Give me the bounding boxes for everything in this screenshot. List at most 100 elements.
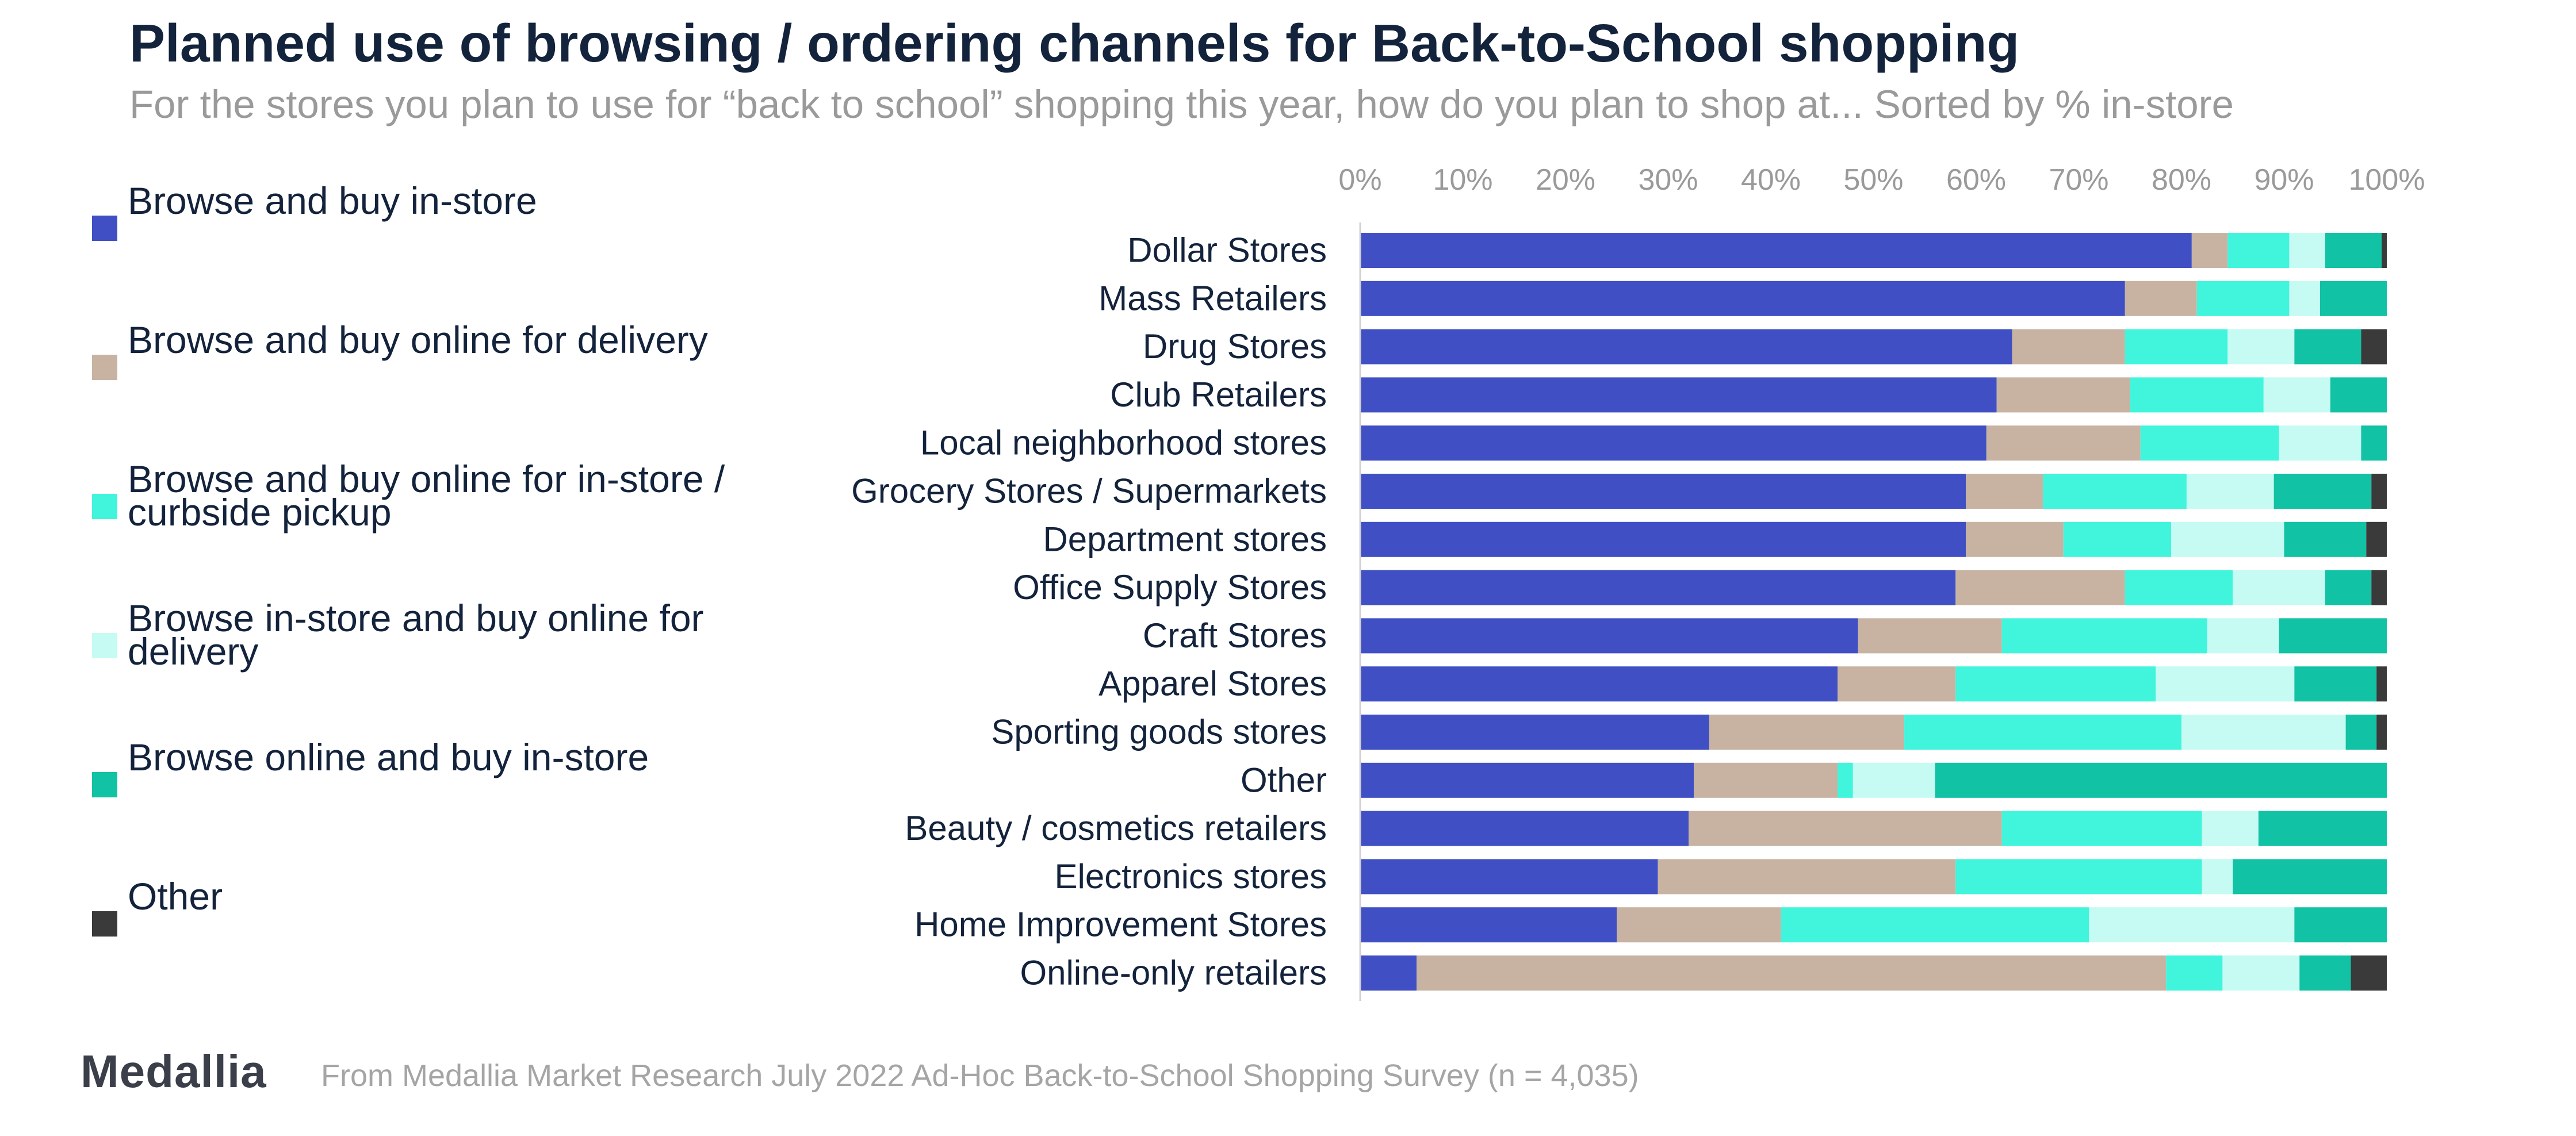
category-label: Apparel Stores bbox=[1098, 665, 1327, 703]
legend-swatch bbox=[92, 772, 117, 797]
bar-segment bbox=[2289, 281, 2320, 316]
legend-swatch bbox=[92, 911, 117, 937]
bar-segment bbox=[1360, 377, 1997, 413]
bar-segment bbox=[2012, 329, 2125, 364]
legend-label: Other bbox=[128, 875, 223, 918]
bar-segment bbox=[1360, 425, 1986, 461]
bar-segment bbox=[2125, 570, 2233, 605]
bar-segment bbox=[2294, 907, 2387, 943]
bar-segment bbox=[2284, 521, 2367, 557]
bar-segment bbox=[1904, 715, 2181, 750]
bar-segment bbox=[1658, 859, 1956, 895]
bar-segment bbox=[2202, 859, 2233, 895]
bar-segment bbox=[1966, 474, 2043, 509]
bar-segment bbox=[2202, 811, 2259, 846]
bar-segment bbox=[1360, 521, 1966, 557]
bar-segment bbox=[2222, 955, 2300, 991]
bar-segment bbox=[1360, 474, 1966, 509]
x-tick-label: 0% bbox=[1338, 163, 1381, 197]
bar-segment bbox=[2345, 715, 2377, 750]
bar-segment bbox=[2125, 281, 2197, 316]
bar-segment bbox=[2233, 859, 2387, 895]
bar-segment bbox=[1852, 762, 1935, 798]
bar-segment bbox=[1360, 859, 1658, 895]
chart-subtitle: For the stores you plan to use for “back… bbox=[129, 82, 2234, 126]
bar-segment bbox=[1858, 618, 2002, 654]
bar-segment bbox=[1360, 281, 2125, 316]
source-note: From Medallia Market Research July 2022 … bbox=[321, 1058, 1639, 1093]
bar-segment bbox=[1955, 666, 2156, 702]
bar-segment bbox=[1360, 715, 1709, 750]
bar-segment bbox=[2233, 570, 2325, 605]
bar-segment bbox=[2371, 474, 2387, 509]
bar-segment bbox=[2196, 281, 2290, 316]
bar-segment bbox=[2376, 715, 2387, 750]
medallia-logo: Medallia bbox=[81, 1046, 267, 1097]
category-label: Electronics stores bbox=[1055, 857, 1327, 896]
bar-segment bbox=[2279, 618, 2387, 654]
bar-segment bbox=[1360, 955, 1417, 991]
bar-segment bbox=[2299, 955, 2351, 991]
x-tick-label: 60% bbox=[1946, 163, 2006, 197]
bar-segment bbox=[2294, 329, 2361, 364]
bar-segment bbox=[2125, 329, 2228, 364]
category-label: Local neighborhood stores bbox=[920, 424, 1327, 462]
bar-segment bbox=[2043, 474, 2187, 509]
bar-segment bbox=[1986, 425, 2141, 461]
legend-swatch bbox=[92, 494, 117, 519]
bar-segment bbox=[1360, 329, 2012, 364]
bar-segment bbox=[2263, 377, 2330, 413]
category-label: Other bbox=[1241, 761, 1327, 799]
bar-segment bbox=[1694, 762, 1838, 798]
bar-segment bbox=[1689, 811, 2002, 846]
category-label: Online-only retailers bbox=[1020, 954, 1327, 992]
bar-segment bbox=[1935, 762, 2387, 798]
bar-segment bbox=[2325, 570, 2372, 605]
bar-segment bbox=[2319, 281, 2387, 316]
bar-segment bbox=[2001, 618, 2207, 654]
x-tick-label: 20% bbox=[1536, 163, 1595, 197]
bar-segment bbox=[2140, 425, 2279, 461]
bar-segment bbox=[2001, 811, 2202, 846]
bar-segment bbox=[2181, 715, 2346, 750]
bar-segment bbox=[1838, 666, 1956, 702]
category-label: Mass Retailers bbox=[1098, 279, 1327, 317]
bar-segment bbox=[2191, 233, 2228, 268]
bar-segment bbox=[1709, 715, 1905, 750]
bar-segment bbox=[2258, 811, 2387, 846]
bar-segment bbox=[2361, 425, 2387, 461]
bar-segment bbox=[1360, 811, 1689, 846]
legend-swatch bbox=[92, 633, 117, 658]
bar-segment bbox=[1360, 666, 1838, 702]
bar-segment bbox=[2361, 329, 2387, 364]
bar-segment bbox=[2089, 907, 2295, 943]
bar-segment bbox=[2171, 521, 2284, 557]
bar-segment bbox=[1955, 859, 2202, 895]
category-label: Club Retailers bbox=[1110, 375, 1327, 414]
bar-segment bbox=[2279, 425, 2361, 461]
category-label: Drug Stores bbox=[1143, 327, 1327, 366]
legend-label: Browse and buy online for delivery bbox=[128, 318, 708, 361]
bar-segment bbox=[2166, 955, 2223, 991]
x-tick-label: 90% bbox=[2254, 163, 2314, 197]
bar-segment bbox=[1838, 762, 1853, 798]
bar-segment bbox=[1966, 521, 2064, 557]
category-label: Grocery Stores / Supermarkets bbox=[851, 472, 1327, 511]
bar-segment bbox=[1417, 955, 2167, 991]
bar-segment bbox=[2382, 233, 2387, 268]
bar-segment bbox=[1360, 570, 1956, 605]
category-label: Craft Stores bbox=[1143, 616, 1327, 655]
bar-segment bbox=[2366, 521, 2387, 557]
legend-label: Browse online and buy in-store bbox=[128, 736, 649, 778]
category-label: Department stores bbox=[1043, 520, 1327, 558]
legend-label: Browse and buy in-store bbox=[128, 179, 537, 222]
x-tick-label: 10% bbox=[1433, 163, 1492, 197]
bar-segment bbox=[1617, 907, 1781, 943]
x-tick-label: 70% bbox=[2049, 163, 2108, 197]
category-label: Beauty / cosmetics retailers bbox=[905, 809, 1327, 847]
bar-segment bbox=[2156, 666, 2295, 702]
category-label: Sporting goods stores bbox=[991, 713, 1327, 751]
bar-segment bbox=[2376, 666, 2387, 702]
bar-segment bbox=[2289, 233, 2325, 268]
bar-segment bbox=[2130, 377, 2264, 413]
